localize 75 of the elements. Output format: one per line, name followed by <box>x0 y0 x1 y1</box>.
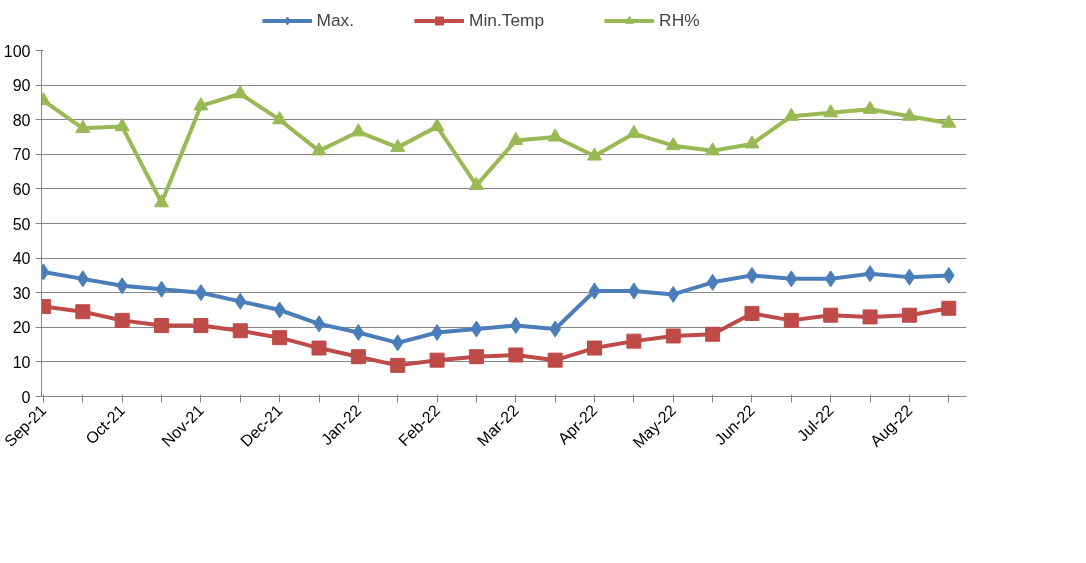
y-tick-label: 50 <box>12 215 31 233</box>
point <box>705 142 721 156</box>
point <box>116 277 129 295</box>
point <box>547 128 563 142</box>
point <box>783 107 799 121</box>
point <box>154 194 170 208</box>
point <box>587 147 603 161</box>
point <box>862 309 878 325</box>
point <box>508 131 524 145</box>
y-tick-label: 10 <box>12 353 31 371</box>
point <box>311 340 327 356</box>
y-tick-label: 70 <box>12 146 31 164</box>
point <box>193 318 209 334</box>
point <box>311 142 327 156</box>
point <box>509 317 522 335</box>
point <box>588 282 601 300</box>
point <box>547 352 563 368</box>
y-tick-label: 80 <box>12 111 31 129</box>
point <box>785 270 798 288</box>
y-tick-label: 20 <box>12 319 31 337</box>
point <box>942 266 955 284</box>
point <box>352 323 365 341</box>
point <box>390 357 406 373</box>
y-tick-label: 60 <box>12 180 31 198</box>
point <box>626 333 642 349</box>
point <box>901 307 917 323</box>
point <box>234 292 247 310</box>
y-tick-label: 100 <box>3 42 31 60</box>
point <box>862 100 878 114</box>
point <box>941 114 957 128</box>
point <box>391 334 404 352</box>
point <box>665 137 681 151</box>
point <box>232 85 248 99</box>
point <box>350 349 366 365</box>
point <box>272 111 288 125</box>
point <box>665 328 681 344</box>
legend-label: RH% <box>659 9 700 31</box>
point <box>508 347 524 363</box>
y-tick-label: 90 <box>12 77 31 95</box>
point <box>587 340 603 356</box>
point <box>114 118 130 132</box>
point <box>429 118 445 132</box>
point <box>941 300 957 316</box>
point <box>272 330 288 346</box>
point <box>75 119 91 133</box>
legend-label: Min.Temp <box>469 9 545 31</box>
point <box>468 176 484 190</box>
point <box>626 124 642 139</box>
point <box>154 318 170 334</box>
point <box>390 138 406 152</box>
point <box>429 352 445 368</box>
point <box>901 107 917 121</box>
point <box>705 326 721 342</box>
point <box>273 301 286 319</box>
point <box>114 312 130 328</box>
point <box>744 305 760 321</box>
point <box>468 349 484 365</box>
y-tick-label: 40 <box>12 250 31 268</box>
point <box>667 285 680 303</box>
y-tick-label: 0 <box>21 388 31 406</box>
point <box>706 273 719 291</box>
point <box>350 123 366 137</box>
legend-label: Max. <box>316 9 355 31</box>
y-tick-label: 30 <box>12 284 31 302</box>
point <box>470 320 483 338</box>
point <box>823 104 839 118</box>
point <box>824 270 837 288</box>
point <box>783 312 799 328</box>
point <box>744 135 760 149</box>
point <box>155 280 168 298</box>
point <box>75 304 91 320</box>
point <box>903 268 916 286</box>
point <box>232 323 248 339</box>
point <box>823 307 839 323</box>
point <box>193 97 209 111</box>
